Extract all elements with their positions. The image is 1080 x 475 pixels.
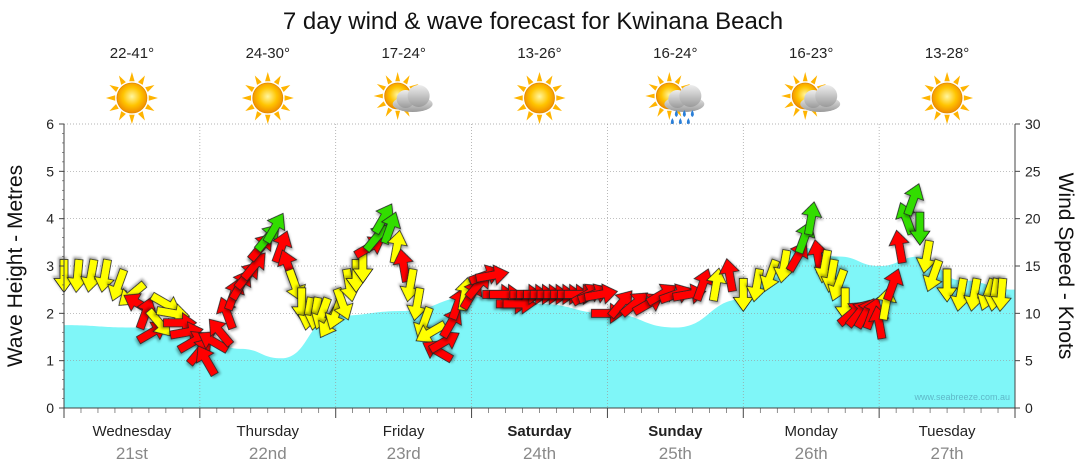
wind-arrows <box>53 183 1012 378</box>
wind-arrow <box>718 258 740 293</box>
rain-icon <box>670 110 694 125</box>
left-axis-ticks: 0 1 2 3 4 5 6 <box>46 116 64 416</box>
day-labels: Wednesday 21st Thursday 22nd Friday 23rd Satur… <box>92 423 976 463</box>
wind-arrow <box>583 283 619 305</box>
wave-height-area <box>64 247 1015 408</box>
weather-icon-sunny <box>241 72 294 124</box>
temperature-range: 16-24° <box>653 45 697 62</box>
day-name: Monday <box>785 423 839 440</box>
weather-row: 22-41° 24-30° 17-24° 13-26° 16-24° 16-23° 13-2… <box>105 45 974 125</box>
sun-icon <box>513 72 566 124</box>
wind-arrow <box>990 277 1012 313</box>
day-name: Tuesday <box>919 423 976 440</box>
right-tick-label: 20 <box>1025 211 1041 227</box>
wind-arrow <box>208 318 235 348</box>
right-tick-label: 0 <box>1025 400 1033 416</box>
temperature-range: 22-41° <box>110 45 154 62</box>
day-name: Friday <box>383 423 425 440</box>
wind-arrow <box>903 183 925 217</box>
weather-icon-sun-rain <box>645 72 705 125</box>
left-tick-label: 4 <box>46 211 54 227</box>
temperature-range: 16-23° <box>789 45 833 62</box>
wind-arrow <box>909 211 931 246</box>
right-tick-label: 10 <box>1025 305 1041 321</box>
wind-arrow <box>332 286 354 321</box>
wind-arrow <box>196 345 219 378</box>
sun-icon <box>105 72 158 124</box>
right-axis-title: Wind Speed - Knots <box>1054 173 1077 360</box>
weather-icon-sun-cloud <box>373 72 433 120</box>
weather-icon-sunny <box>921 72 974 124</box>
right-axis-ticks: 0 5 10 15 20 25 30 <box>1015 116 1041 416</box>
weather-icon-sun-cloud <box>781 72 841 120</box>
right-tick-label: 25 <box>1025 163 1041 179</box>
left-tick-label: 3 <box>46 258 54 274</box>
day-date: 26th <box>795 444 828 463</box>
cloud-icon <box>664 85 705 112</box>
day-date: 27th <box>931 444 964 463</box>
wind-arrow <box>705 267 728 302</box>
day-date: 22nd <box>249 444 287 463</box>
wind-arrow <box>936 268 958 303</box>
wind-arrow <box>882 268 904 302</box>
day-name: Sunday <box>648 423 703 440</box>
chart-title: 7 day wind & wave forecast for Kwinana B… <box>283 8 783 35</box>
day-date: 24th <box>523 444 556 463</box>
wind-arrow <box>888 229 910 264</box>
sun-icon <box>921 72 974 124</box>
weather-icon-sunny <box>513 72 566 124</box>
wind-arrow <box>475 264 510 286</box>
wind-arrow <box>93 258 115 293</box>
left-tick-label: 6 <box>46 116 54 132</box>
wind-arrow <box>801 201 823 236</box>
day-date: 23rd <box>387 444 421 463</box>
day-name: Wednesday <box>92 423 171 440</box>
left-tick-label: 2 <box>46 305 54 321</box>
right-tick-label: 5 <box>1025 353 1033 369</box>
day-date: 25th <box>659 444 692 463</box>
temperature-range: 24-30° <box>246 45 290 62</box>
weather-icon-sunny <box>105 72 158 124</box>
left-tick-label: 5 <box>46 163 54 179</box>
left-axis-title: Wave Height - Metres <box>4 165 27 367</box>
wind-arrow <box>262 212 286 245</box>
cloud-icon <box>392 85 433 112</box>
wind-arrow <box>380 211 402 246</box>
left-tick-label: 0 <box>46 400 54 416</box>
sun-icon <box>241 72 294 124</box>
minor-ticks <box>62 133 1016 418</box>
right-tick-label: 15 <box>1025 258 1041 274</box>
right-tick-label: 30 <box>1025 116 1041 132</box>
temperature-range: 17-24° <box>381 45 425 62</box>
wind-arrow <box>271 230 293 264</box>
temperature-range: 13-26° <box>517 45 561 62</box>
day-name: Saturday <box>507 423 572 440</box>
temperature-range: 13-28° <box>925 45 969 62</box>
cloud-icon <box>800 85 841 112</box>
day-date: 21st <box>116 444 148 463</box>
day-name: Thursday <box>237 423 300 440</box>
wind-arrow <box>922 258 944 293</box>
watermark: www.seabreeze.com.au <box>913 392 1010 402</box>
left-tick-label: 1 <box>46 353 54 369</box>
